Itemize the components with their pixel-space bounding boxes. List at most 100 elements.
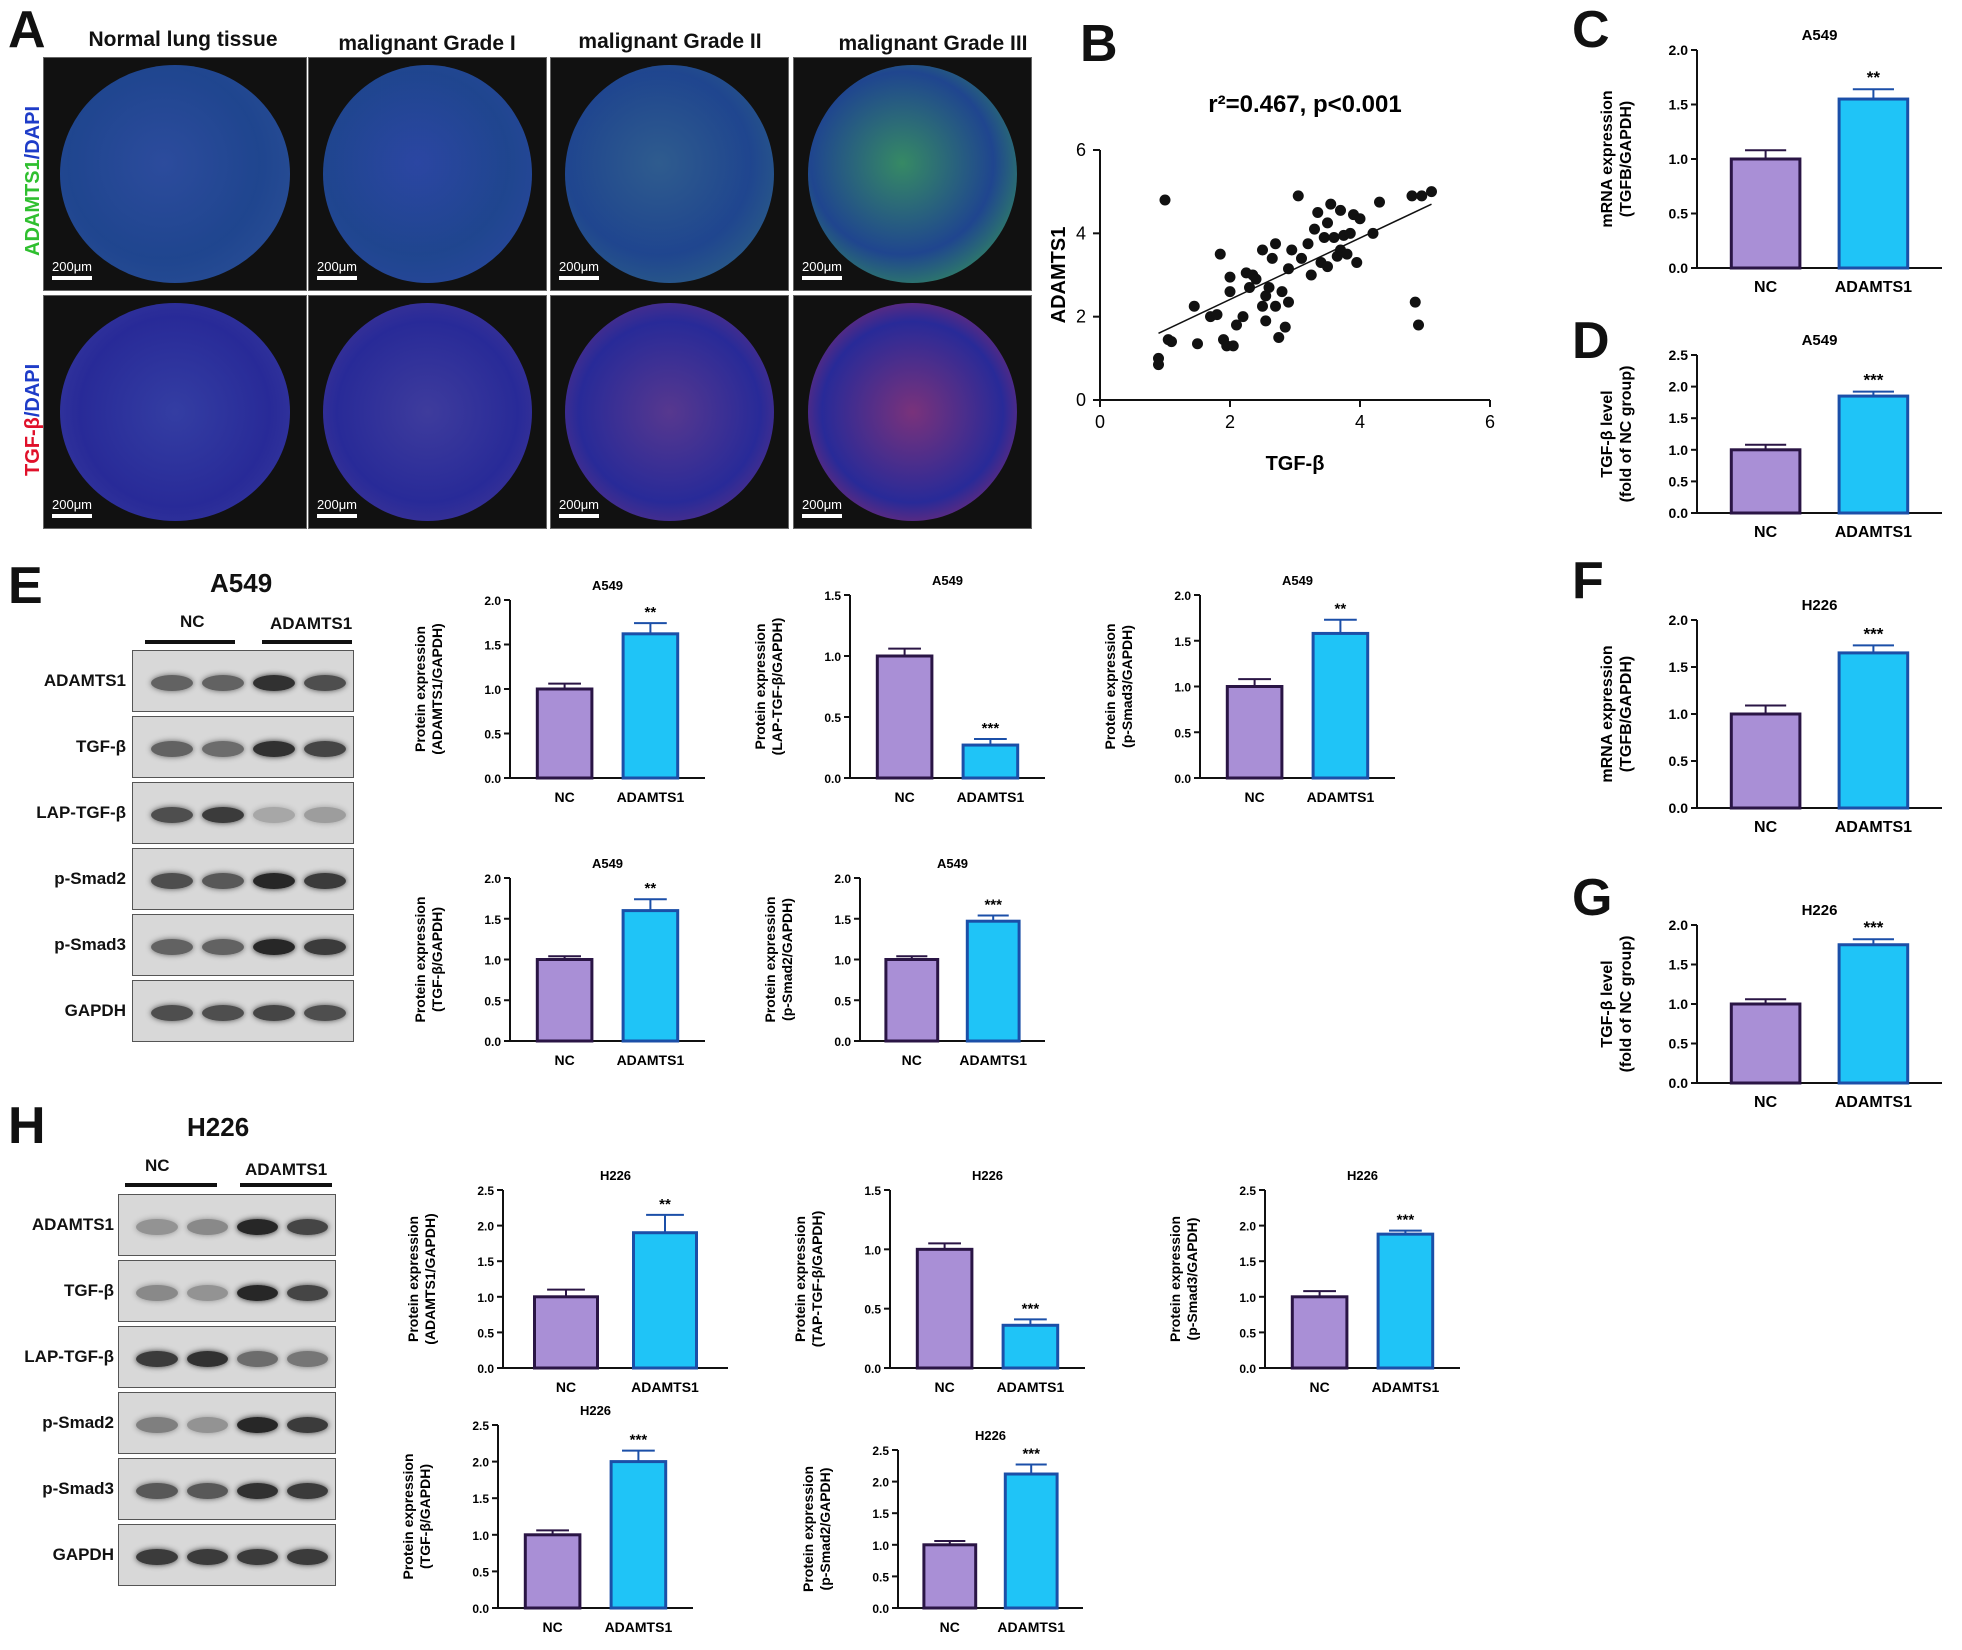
y-tick-label: 1.5 [864,1184,881,1198]
blot-band [136,1218,178,1235]
data-point [1341,248,1353,260]
chart-title: H226 [1802,902,1838,919]
blot-band [236,1482,279,1499]
x-tick-label: 4 [1355,412,1365,432]
x-tick-label: NC [894,789,914,805]
data-point [1211,309,1223,321]
data-point [1344,227,1356,239]
blot-band [186,1416,228,1433]
blot-strip [118,1458,336,1520]
blot-group-nc: NC [145,1156,170,1175]
y-tick-label: 1.0 [1174,681,1191,695]
blot-strip [132,650,354,712]
x-tick-label: ADAMTS1 [957,789,1025,805]
y-tick-label: 1.0 [872,1539,889,1553]
blot-strip [132,782,354,844]
data-point [1257,300,1268,312]
y-axis-label: Protein expression [1102,623,1118,749]
bar [1729,1002,1802,1085]
blot-strip [118,1194,336,1256]
y-axis-label: Protein expression [800,1466,816,1592]
group-bar-nc [145,640,235,644]
y-tick-label: 1.0 [1669,996,1689,1012]
tissue-core [565,302,774,522]
blot-group-adamts1: ADAMTS1 [245,1160,328,1179]
bar [875,654,934,780]
tissue-core [59,64,291,284]
y-axis-label: (TGFB/GAPDH) [1618,101,1635,217]
data-point [1224,286,1236,298]
x-tick-label: 6 [1485,412,1495,432]
tissue-core [808,302,1017,522]
scale-bar [52,276,92,280]
blot-band [236,1416,279,1433]
blot-band [252,674,296,691]
y-tick-label: 0.5 [1669,206,1689,222]
y-tick-label: 1.5 [1669,97,1689,113]
blot-strip [132,914,354,976]
y-axis-label: (ADAMTS1/GAPDH) [429,623,445,754]
blot-strip [132,980,354,1042]
bar-chart-h4: H226 Protein expression (TGF-β/GAPDH) 0.0 0.… [400,1403,693,1635]
panel-label-g: G [1572,869,1613,927]
scale-bar [802,276,842,280]
y-tick-label: 0.5 [484,994,501,1008]
y-tick-label: 2.0 [1669,612,1689,628]
y-tick-label: 2.5 [1669,347,1689,363]
x-tick-label: NC [1754,279,1778,296]
scale-bar [317,514,357,518]
bar [961,743,1020,780]
scale-bar-label: 200μm [559,497,600,512]
blot-band [252,740,296,757]
bar [535,958,594,1043]
y-tick-label: 0.5 [864,1303,881,1317]
y-axis-label: (fold of NC group) [1618,366,1635,503]
bar [922,1543,978,1610]
y-axis-label: Protein expression [762,896,778,1022]
scatter-chart-b: r²=0.467, p<0.001 0 2 4 6 0 2 4 6 TGF-β ADAMTS1 [1048,91,1495,475]
y-tick-label: 0.0 [1174,772,1191,786]
scale-bar-label: 200μm [52,497,93,512]
blot-band [136,1350,178,1367]
bar-chart-e2: A549 Protein expression (LAP-TGF-β/GAPDH) 0… [752,573,1045,805]
y-tick-label: 2.5 [872,1444,889,1458]
column-title: malignant Grade I [338,32,516,55]
data-point [1276,286,1288,298]
data-point [1188,300,1200,312]
bar-chart-e1: A549 Protein expression (ADAMTS1/GAPDH) 0.0… [412,578,705,805]
x-tick-label: ADAMTS1 [959,1052,1027,1068]
chart-title: A549 [592,578,623,593]
chart-title: H226 [1802,597,1838,614]
x-tick-label: ADAMTS1 [997,1619,1065,1635]
blot-row-label: p-Smad2 [54,869,126,888]
y-tick-label: 1.5 [1669,957,1689,973]
significance-marker: *** [1397,1212,1415,1229]
y-tick-label: 0.0 [1669,505,1689,521]
x-tick-label: NC [554,789,574,805]
blot-band [150,1004,193,1021]
y-tick-label: 2.5 [477,1184,494,1198]
data-point [1283,263,1294,275]
bar-chart-c: A549 mRNA expression (TGFB/GAPDH) 0.0 0.5 1.0… [1599,27,1942,296]
column-title: malignant Grade II [578,30,762,53]
bar [965,919,1021,1043]
blot-band [236,1548,279,1565]
y-tick-label: 0.0 [864,1362,881,1376]
y-tick-label: 1.5 [484,913,501,927]
y-tick-label: 0.5 [824,711,841,725]
micrograph-adamts1-dapi: 200μm [793,57,1032,291]
data-point [1270,300,1281,312]
y-axis-label: (p-Smad2/GAPDH) [817,1468,833,1591]
chart-title: A549 [1282,573,1313,588]
y-tick-label: 1.5 [872,1507,889,1521]
blot-band [136,1284,178,1301]
x-tick-label: 2 [1225,412,1235,432]
micrograph-tgfb-dapi: 200μm [793,295,1032,529]
blot-row-label: GAPDH [64,1001,126,1020]
bar [884,958,940,1043]
significance-marker: *** [1863,624,1883,643]
y-tick-label: 0.5 [477,1326,494,1340]
x-tick-label: NC [554,1052,574,1068]
blot-band [186,1482,228,1499]
y-tick-label: 0.5 [1174,726,1191,740]
